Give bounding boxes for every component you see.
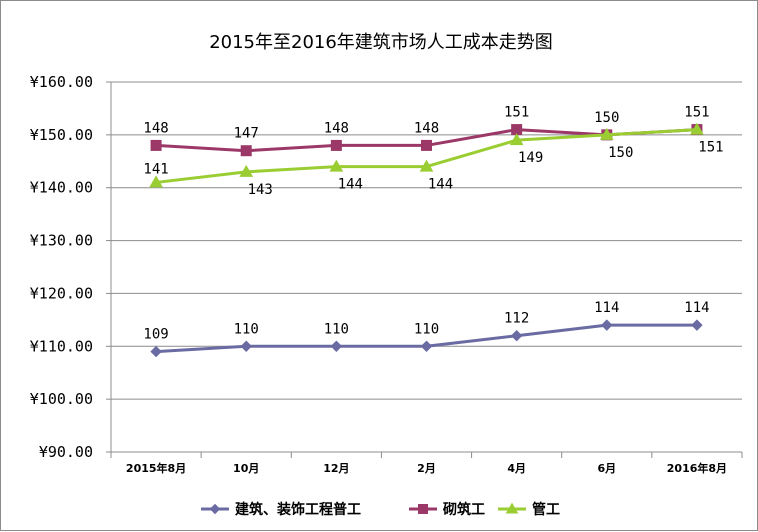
legend-diamond-marker (209, 503, 221, 515)
data-label: 151 (698, 140, 723, 156)
x-tick-label: 12月 (323, 462, 349, 475)
data-label: 151 (684, 105, 709, 121)
triangle-marker (599, 127, 614, 140)
y-tick-label: ¥130.00 (30, 232, 93, 250)
data-label: 110 (414, 321, 439, 337)
x-axis-ticks: 2015年8月 10月 12月 2月 4月 6月 2016年8月 (126, 461, 727, 475)
legend-label: 管工 (532, 501, 560, 518)
series-3 (149, 122, 704, 188)
diamond-marker (601, 319, 613, 331)
diamond-marker (330, 340, 343, 352)
data-label: 109 (143, 327, 168, 343)
triangle-marker (149, 175, 163, 188)
data-label: 114 (684, 300, 709, 316)
data-label: 144 (428, 177, 453, 193)
triangle-marker (239, 164, 254, 177)
legend-square-marker (418, 504, 428, 514)
square-marker (511, 124, 523, 136)
x-tick-label: 2月 (417, 462, 436, 475)
diamond-marker (510, 330, 523, 342)
square-marker (150, 139, 162, 151)
y-tick-label: ¥100.00 (30, 390, 93, 408)
y-tick-label: ¥120.00 (30, 284, 93, 302)
chart-title: 2015年至2016年建筑市场人工成本走势图 (209, 32, 553, 53)
data-label: 110 (324, 321, 349, 337)
data-label: 112 (504, 311, 529, 327)
diamond-marker (240, 340, 252, 352)
y-tick-label: ¥150.00 (30, 126, 93, 144)
triangle-marker (329, 159, 344, 172)
legend-label: 砌筑工 (442, 501, 485, 518)
data-labels: 109 110 110 110 112 114 114 148 147 148 148 151 150 1… (143, 105, 723, 343)
x-tick-label: 6月 (597, 462, 616, 475)
square-marker (330, 139, 342, 151)
y-tick-label: ¥160.00 (30, 73, 93, 91)
data-label: 110 (234, 321, 259, 337)
triangle-marker (690, 122, 704, 135)
data-label: 144 (338, 177, 363, 193)
legend-item: 建筑、装饰工程普工 (201, 501, 361, 518)
data-label: 148 (414, 120, 439, 136)
y-tick-label: ¥110.00 (30, 337, 93, 355)
series-layer (149, 122, 704, 358)
triangle-marker (509, 133, 524, 146)
diamond-marker (420, 340, 433, 352)
data-label: 143 (248, 182, 273, 198)
data-label: 149 (518, 150, 543, 166)
y-axis-ticks: ¥90.00 ¥100.00 ¥110.00 ¥120.00 ¥130.00 ¥140.0… (30, 73, 93, 461)
x-tick-label: 2016年8月 (667, 461, 727, 475)
gridlines (111, 81, 742, 400)
x-tick-label: 2015年8月 (126, 461, 186, 475)
x-tick-label: 4月 (507, 462, 526, 475)
legend-item: 管工 (498, 501, 560, 518)
square-marker (421, 139, 432, 151)
data-label: 147 (234, 126, 259, 142)
diamond-marker (150, 345, 162, 358)
series-1 (150, 319, 703, 358)
triangle-marker (419, 159, 434, 172)
data-label: 141 (143, 161, 168, 177)
data-label: 148 (324, 120, 349, 136)
legend-item: 砌筑工 (409, 501, 485, 518)
diamond-marker (691, 319, 703, 331)
legend-label: 建筑、装饰工程普工 (235, 501, 361, 518)
legend-triangle-marker (505, 502, 519, 514)
y-tick-label: ¥90.00 (39, 443, 93, 461)
y-tick-label: ¥140.00 (30, 179, 93, 197)
x-tick-label: 10月 (233, 462, 259, 475)
legend: 建筑、装饰工程普工 砌筑工 管工 (201, 501, 560, 518)
square-marker (240, 145, 252, 157)
data-label: 150 (594, 110, 619, 126)
data-label: 151 (504, 105, 529, 121)
data-label: 148 (143, 120, 168, 136)
axes (106, 81, 743, 458)
data-label: 150 (608, 145, 633, 161)
data-label: 114 (594, 300, 619, 316)
